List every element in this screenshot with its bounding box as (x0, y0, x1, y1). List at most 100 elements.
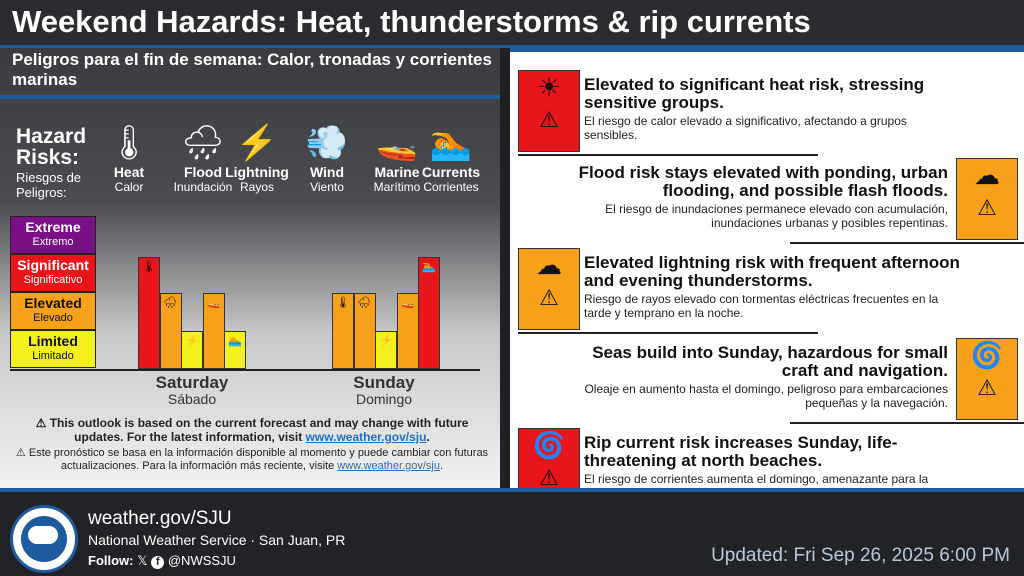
hazard-risks-title: Hazard Risks: (16, 126, 86, 168)
hazard-label-es: Inundación (173, 180, 233, 194)
x-icon[interactable]: 𝕏 (137, 553, 148, 568)
level-limited: Limited Limitado (10, 330, 96, 368)
currents-icon: 🏊 (422, 261, 436, 273)
risk-color-box: ☁ ⚠ (956, 158, 1018, 240)
flood-icon: 🌧 (357, 297, 372, 309)
warning-icon: ⚠ (35, 416, 47, 430)
swimmer-warning-icon: ⚠ (539, 465, 559, 490)
detail-heading-es: El riesgo de calor elevado a significati… (584, 114, 907, 142)
risk-bar-lightning: ⚡ (375, 331, 397, 369)
hazard-label: Marine (374, 164, 420, 180)
swimmer-icon: 🏊 (429, 124, 473, 162)
lightning-icon: ⚡ (185, 335, 199, 347)
hazard-risks-title-line2: Risks: (16, 146, 80, 169)
currents-icon: 🏊 (228, 335, 242, 347)
website-link[interactable]: weather.gov/SJU (88, 508, 232, 529)
hazard-label: Flood (183, 164, 223, 180)
wind-icon: 💨 (305, 124, 349, 162)
risk-color-box: ☁ ⚠ (518, 248, 580, 330)
flood-warning-icon: ⚠ (977, 195, 997, 220)
risk-bar-flood: 🌧 (159, 293, 182, 369)
hazard-label-es: Rayos (239, 180, 274, 194)
detail-heading-es: Oleaje en aumento hasta el domingo, peli… (584, 382, 948, 410)
heat-icon: 🌡 (142, 261, 156, 273)
level-label: Limited (28, 333, 78, 349)
hurricane-icon: 🌀 (970, 340, 1004, 370)
lightning-icon: ⚡ (235, 124, 279, 162)
facebook-icon[interactable]: f (151, 556, 165, 569)
day-label: Sunday (353, 373, 415, 392)
boat-icon: 🚤 (375, 124, 419, 162)
hazard-marine: 🚤 Marine Marítimo (358, 124, 436, 194)
social-handle[interactable]: @NWSSJU (167, 553, 236, 568)
hazard-flood: 🌧 Flood Inundación (164, 124, 242, 194)
risk-bar-flood: 🌧 (353, 293, 376, 369)
level-significant: Significant Significativo (10, 254, 96, 292)
risk-bar-currents: 🏊 (224, 331, 246, 369)
day-label-es: Sábado (167, 391, 217, 407)
hazard-label-es: Marítimo (373, 180, 421, 194)
risk-bar-heat: 🌡 (332, 293, 354, 369)
hazard-currents: 🏊 Currents Corrientes (412, 124, 490, 194)
thermometer-warning-icon: ⚠ (539, 107, 559, 132)
hazard-detail-row: ☀ ⚠ Elevated to significant heat risk, str… (510, 62, 1024, 156)
flood-icon: 🌧 (163, 297, 178, 309)
disclaimer-text-es: Este pronóstico se basa en la informació… (28, 447, 489, 472)
hazard-wind: 💨 Wind Viento (288, 124, 366, 194)
chart-baseline (10, 369, 480, 371)
hazard-detail-row: ☁ ⚠ Elevated lightning risk with frequent … (510, 240, 1024, 334)
detail-heading-es: El riesgo de inundaciones permanece elev… (605, 202, 948, 230)
title-bar (0, 0, 1024, 48)
hazard-risks-sub-line1: Riesgos de (16, 170, 82, 185)
hazard-detail-row: 🌀 ⚠ Seas build into Sunday, hazardous for … (510, 330, 1024, 424)
detail-heading: Elevated to significant heat risk, stres… (584, 75, 925, 112)
risk-bar-marine: 🚤 (396, 293, 419, 369)
follow-label: Follow: (88, 553, 134, 568)
marine-warning-icon: ⚠ (977, 375, 997, 400)
rain-cloud-icon: ☁ (974, 160, 1000, 190)
hazard-label: Currents (421, 164, 481, 180)
nws-link-es[interactable]: www.weather.gov/sju (337, 460, 440, 472)
hazard-risks-title-line1: Hazard (16, 125, 87, 148)
disclaimer-english: ⚠ This outlook is based on the current f… (35, 416, 469, 444)
footer (0, 488, 1024, 576)
lightning-icon: ⚡ (379, 335, 393, 347)
detail-heading: Seas build into Sunday, hazardous for sm… (592, 343, 948, 380)
nws-link[interactable]: www.weather.gov/sju (305, 430, 427, 444)
hazard-heat: 🌡 Heat Calor (90, 124, 168, 194)
day-sunday: Sunday Domingo (324, 374, 444, 407)
level-elevated: Elevated Elevado (10, 292, 96, 330)
hazard-risks-subtitle: Riesgos de Peligros: (16, 170, 81, 200)
hazard-label-es: Calor (114, 180, 144, 194)
page-subtitle: Peligros para el fin de semana: Calor, t… (12, 50, 492, 89)
lightning-warning-icon: ⚠ (539, 285, 559, 310)
disclaimer-text: This outlook is based on the current for… (49, 416, 469, 444)
risk-bar-marine: 🚤 (202, 293, 225, 369)
storm-cloud-icon: ☁ (536, 250, 562, 280)
risk-bar-heat: 🌡 (138, 257, 160, 369)
office-name: National Weather Service · San Juan, PR (88, 532, 346, 548)
disclaimer-spanish: ⚠ Este pronóstico se basa en la informac… (15, 447, 489, 472)
detail-heading: Elevated lightning risk with frequent af… (584, 253, 960, 290)
hazard-lightning: ⚡ Lightning Rayos (218, 124, 296, 194)
risk-bar-lightning: ⚡ (181, 331, 203, 369)
rain-cloud-icon: 🌧 (181, 124, 225, 162)
detail-heading: Flood risk stays elevated with ponding, … (578, 163, 948, 200)
detail-underline (790, 242, 1024, 244)
level-label-es: Elevado (33, 312, 73, 324)
sun-icon: ☀ (537, 72, 561, 102)
detail-heading: Rip current risk increases Sunday, life-… (584, 433, 898, 470)
marine-icon: 🚤 (400, 297, 415, 309)
day-saturday: Saturday Sábado (132, 374, 252, 407)
heat-icon: 🌡 (336, 297, 350, 309)
level-label: Extreme (25, 219, 81, 235)
detail-underline (518, 332, 818, 334)
hazard-label-es: Viento (310, 180, 344, 194)
hazard-details-panel (510, 48, 1024, 532)
level-label-es: Extremo (32, 236, 74, 248)
detail-heading-es: Riesgo de rayos elevado con tormentas el… (584, 292, 939, 320)
hazard-label: Wind (309, 164, 345, 180)
hazard-risks-sub-line2: Peligros: (16, 185, 67, 200)
warning-icon: ⚠ (15, 447, 26, 459)
level-label: Elevated (24, 295, 82, 311)
